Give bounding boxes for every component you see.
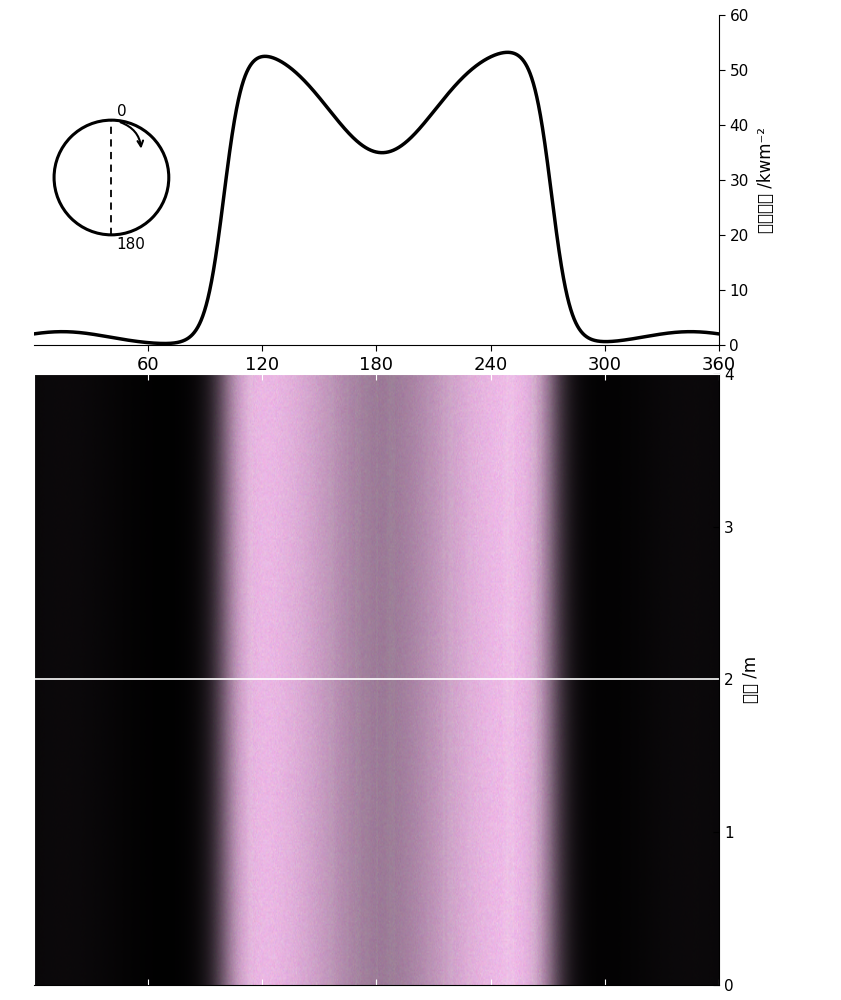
Y-axis label: 热流密度 /kwm⁻²: 热流密度 /kwm⁻² bbox=[757, 127, 775, 233]
Y-axis label: 长度 /m: 长度 /m bbox=[742, 656, 760, 703]
Text: 0: 0 bbox=[117, 104, 126, 119]
Text: 180: 180 bbox=[117, 237, 145, 252]
